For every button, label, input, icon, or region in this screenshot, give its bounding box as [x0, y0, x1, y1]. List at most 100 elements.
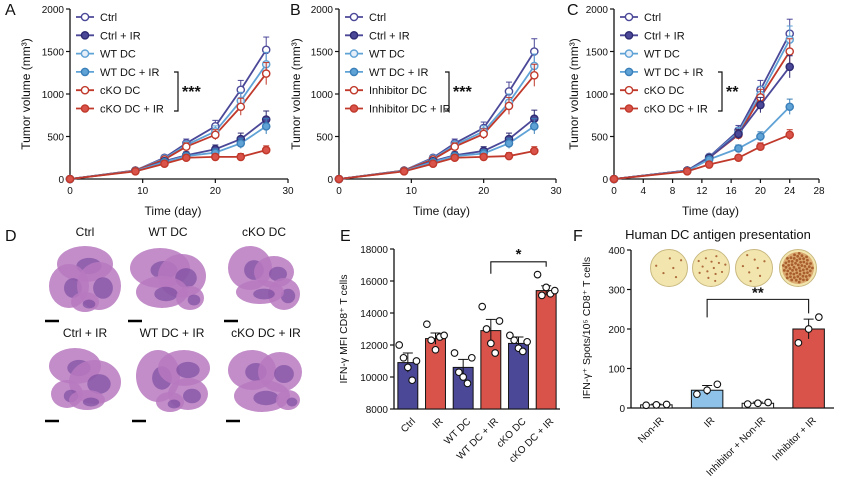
- elispot-spot: [763, 260, 766, 263]
- elispot-spot: [798, 277, 802, 281]
- replicate-point: [693, 390, 701, 399]
- elispot-spot: [717, 261, 721, 265]
- legend-marker: [624, 49, 634, 58]
- elispot-spot: [749, 279, 752, 283]
- legend-marker: [624, 67, 634, 77]
- elispot-spot: [707, 276, 710, 279]
- replicate-point: [506, 331, 514, 340]
- legend-marker: [624, 85, 634, 95]
- panel-letter: B: [290, 2, 301, 19]
- y-tick-label: 18000: [360, 245, 388, 256]
- legend-marker: [349, 104, 359, 113]
- legend-label: Ctrl: [369, 12, 386, 24]
- data-point: [530, 71, 539, 80]
- elispot-spot: [798, 257, 802, 261]
- data-point: [181, 153, 191, 163]
- replicate-point: [482, 325, 491, 333]
- legend-label: WT DC + IR: [369, 67, 428, 79]
- tumor-nodule: [269, 266, 287, 282]
- elispot-spot: [786, 269, 790, 273]
- x-tick-label: 30: [550, 186, 562, 197]
- replicate-point: [495, 317, 504, 325]
- tumor-nodule: [253, 288, 275, 300]
- data-point: [479, 152, 488, 162]
- data-point: [236, 138, 246, 148]
- replicate-point: [518, 347, 527, 356]
- replicate-point: [764, 398, 772, 407]
- elispot-spot: [805, 262, 809, 265]
- data-point: [236, 152, 246, 162]
- legend-marker: [80, 30, 90, 40]
- replicate-point: [412, 357, 421, 365]
- x-tick-label: 8: [670, 186, 676, 197]
- replicate-point: [440, 331, 448, 340]
- replicate-point: [804, 325, 813, 333]
- series-line: [69, 125, 267, 180]
- data-point: [236, 102, 246, 112]
- tumor-nodule: [176, 361, 200, 379]
- y-tick-label: 2000: [42, 5, 65, 16]
- replicate-point: [652, 400, 661, 409]
- x-tick-label: IR: [702, 415, 717, 430]
- elispot-spot: [787, 260, 791, 263]
- elispot-spot: [796, 275, 800, 278]
- significance-label: **: [752, 284, 764, 301]
- elispot-spot: [795, 271, 799, 275]
- legend-marker: [80, 49, 90, 58]
- significance-bracket: [174, 71, 179, 112]
- elispot-spot: [811, 266, 814, 270]
- elispot-spot: [789, 275, 792, 279]
- panel-letter: C: [567, 2, 579, 19]
- y-tick-label: 300: [608, 286, 625, 297]
- data-point: [428, 159, 438, 168]
- legend-marker: [624, 104, 634, 113]
- replicate-point: [486, 339, 495, 348]
- x-tick-label: IR: [431, 416, 446, 431]
- elispot-spot: [786, 256, 789, 260]
- elispot-spot: [807, 265, 811, 269]
- replicate-point: [463, 379, 472, 388]
- elispot-spot: [785, 272, 789, 276]
- legend-label: WT DC: [369, 49, 405, 61]
- elispot-spot: [756, 266, 759, 270]
- elispot-spot: [792, 265, 796, 269]
- data-point: [785, 130, 795, 140]
- elispot-spot: [753, 258, 756, 261]
- elispot-spot: [672, 266, 675, 270]
- x-axis-label: Time (day): [413, 204, 470, 218]
- tumor-nodule: [87, 374, 111, 394]
- elispot-well: [650, 249, 688, 287]
- data-point: [261, 69, 271, 78]
- replicate-point: [533, 270, 542, 279]
- data-point: [785, 62, 795, 72]
- y-tick-label: 2000: [311, 5, 334, 16]
- series-line: [338, 117, 535, 180]
- replicate-point: [423, 320, 431, 329]
- elispot-spot: [741, 264, 745, 268]
- data-point: [504, 151, 514, 161]
- legend-label: Ctrl + IR: [369, 30, 410, 42]
- legend-marker: [349, 49, 359, 58]
- data-point: [530, 146, 539, 156]
- elispot-spot: [800, 254, 804, 258]
- tumor-nodule: [154, 286, 178, 302]
- elispot-spot: [797, 251, 801, 255]
- elispot-spot: [781, 264, 785, 267]
- y-tick-label: 400: [608, 246, 625, 257]
- elispot-spot: [809, 262, 812, 265]
- tumor-nodule: [82, 397, 100, 407]
- tumor-nodule: [286, 397, 298, 407]
- significance-bracket: [445, 71, 450, 112]
- replicate-point: [538, 291, 546, 300]
- x-tick-label: 4: [641, 186, 647, 197]
- elispot-spot: [794, 278, 798, 282]
- elispot-spot: [799, 260, 803, 264]
- elispot-spot: [808, 274, 811, 277]
- elispot-spot: [796, 263, 800, 267]
- histology-label: WT DC: [148, 225, 187, 239]
- elispot-spot: [794, 261, 797, 265]
- elispot-spot: [798, 269, 802, 273]
- elispot-spot: [784, 265, 788, 269]
- elispot-spot: [784, 261, 788, 265]
- elispot-spot: [804, 275, 808, 278]
